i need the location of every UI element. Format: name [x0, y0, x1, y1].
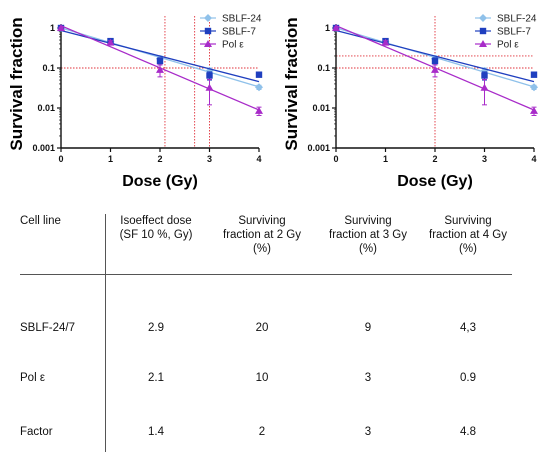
table-cell: 10: [255, 372, 269, 384]
x-tick-label: 2: [157, 154, 162, 164]
legend-marker: [204, 14, 212, 22]
header-line: Cell line: [20, 215, 61, 227]
data-point: [206, 72, 213, 79]
legend-marker: [204, 40, 212, 47]
x-tick-label: 0: [58, 154, 63, 164]
header-line: (SF 10 %, Gy): [119, 229, 193, 241]
header-line: Surviving: [444, 215, 492, 227]
table-cell: 2.1: [148, 372, 164, 384]
header-line: fraction at 2 Gy: [223, 229, 301, 241]
survival-chart-right: 0 1 2 3 4 0.001 0.01 0.1 1 Dose (Gy) Survival frac…: [275, 0, 550, 198]
x-axis-title: Dose (Gy): [122, 173, 198, 190]
y-tick-label: 0.001: [307, 143, 330, 153]
legend-marker: [479, 27, 487, 35]
header-sf-4gy: Surviving fraction at 4 Gy (%): [413, 214, 523, 256]
table-cell: 3: [364, 426, 372, 438]
table-cell: 2.9: [148, 322, 164, 334]
data-point: [530, 106, 538, 114]
header-sf-3gy: Surviving fraction at 3 Gy (%): [313, 214, 423, 256]
data-point: [57, 24, 65, 31]
header-line: fraction at 3 Gy: [329, 229, 407, 241]
y-tick-label: 0.01: [37, 103, 55, 113]
legend-label: SBLF-7: [497, 27, 531, 38]
header-line: Isoeffect dose: [120, 215, 192, 227]
table-cell: 0.9: [460, 372, 476, 384]
data-point: [255, 106, 263, 114]
header-line: Surviving: [344, 215, 392, 227]
x-tick-label: 3: [482, 154, 487, 164]
legend-label: SBLF-24: [497, 14, 537, 25]
header-isoeffect-dose: Isoeffect dose (SF 10 %, Gy): [101, 214, 211, 242]
legend-label: Pol ε: [222, 40, 244, 51]
table-cell: 20: [255, 322, 269, 334]
data-point: [480, 83, 489, 91]
data-point: [106, 38, 115, 46]
legend-marker: [479, 14, 487, 22]
legend-marker: [204, 27, 212, 35]
x-axis-title: Dose (Gy): [397, 173, 473, 190]
data-point: [530, 83, 538, 92]
y-axis-title: Survival fraction: [7, 17, 26, 150]
data-point: [255, 71, 263, 78]
header-line: (%): [253, 243, 271, 255]
x-tick-label: 4: [256, 154, 261, 164]
y-axis-title: Survival fraction: [282, 17, 301, 150]
data-point: [431, 65, 439, 73]
table-cell: 4.8: [460, 426, 476, 438]
header-line: fraction at 4 Gy: [429, 229, 507, 241]
table-vertical-divider: [105, 214, 106, 452]
data-point: [205, 83, 214, 91]
header-line: (%): [459, 243, 477, 255]
data-point: [156, 57, 164, 65]
header-line: (%): [359, 243, 377, 255]
x-tick-label: 1: [383, 154, 388, 164]
y-tick-label: 1: [325, 23, 330, 33]
data-point: [381, 38, 390, 46]
y-tick-label: 0.1: [317, 63, 330, 73]
table-cell: 2: [258, 426, 266, 438]
data-point: [530, 71, 538, 78]
header-cell-line: Cell line: [20, 214, 61, 228]
y-tick-label: 0.1: [42, 63, 55, 73]
x-tick-label: 4: [531, 154, 536, 164]
legend-label: SBLF-24: [222, 14, 262, 25]
table-cell: 1.4: [148, 426, 164, 438]
legend-label: SBLF-7: [222, 27, 256, 38]
header-line: Surviving: [238, 215, 286, 227]
x-tick-label: 0: [333, 154, 338, 164]
legend-label: Pol ε: [497, 40, 519, 51]
row-label: SBLF-24/7: [20, 322, 75, 334]
survival-chart-left: 0 1 2 3 4 0.001 0.01 0.1 1 Dose (Gy) Survival frac…: [0, 0, 275, 198]
legend-marker: [479, 40, 487, 47]
row-label: Factor: [20, 426, 53, 438]
results-table: Cell line Isoeffect dose (SF 10 %, Gy) Surv…: [0, 200, 550, 452]
chart-svg: 0 1 2 3 4 0.001 0.01 0.1 1 Dose (Gy) Survival frac…: [7, 14, 263, 190]
y-tick-label: 0.01: [312, 103, 330, 113]
data-point: [431, 57, 439, 65]
x-tick-label: 2: [432, 154, 437, 164]
table-cell: 4,3: [460, 322, 476, 334]
y-tick-label: 0.001: [32, 143, 55, 153]
x-tick-label: 3: [207, 154, 212, 164]
x-tick-label: 1: [108, 154, 113, 164]
header-sf-2gy: Surviving fraction at 2 Gy (%): [207, 214, 317, 256]
chart-svg: 0 1 2 3 4 0.001 0.01 0.1 1 Dose (Gy) Survival frac…: [282, 14, 538, 190]
table-header-divider: [20, 274, 512, 275]
y-tick-label: 1: [50, 23, 55, 33]
row-label: Pol ε: [20, 372, 45, 384]
data-point: [156, 65, 164, 73]
data-point: [481, 72, 488, 79]
table-cell: 3: [364, 372, 372, 384]
data-point: [332, 24, 340, 31]
data-point: [255, 83, 263, 92]
table-cell: 9: [364, 322, 372, 334]
